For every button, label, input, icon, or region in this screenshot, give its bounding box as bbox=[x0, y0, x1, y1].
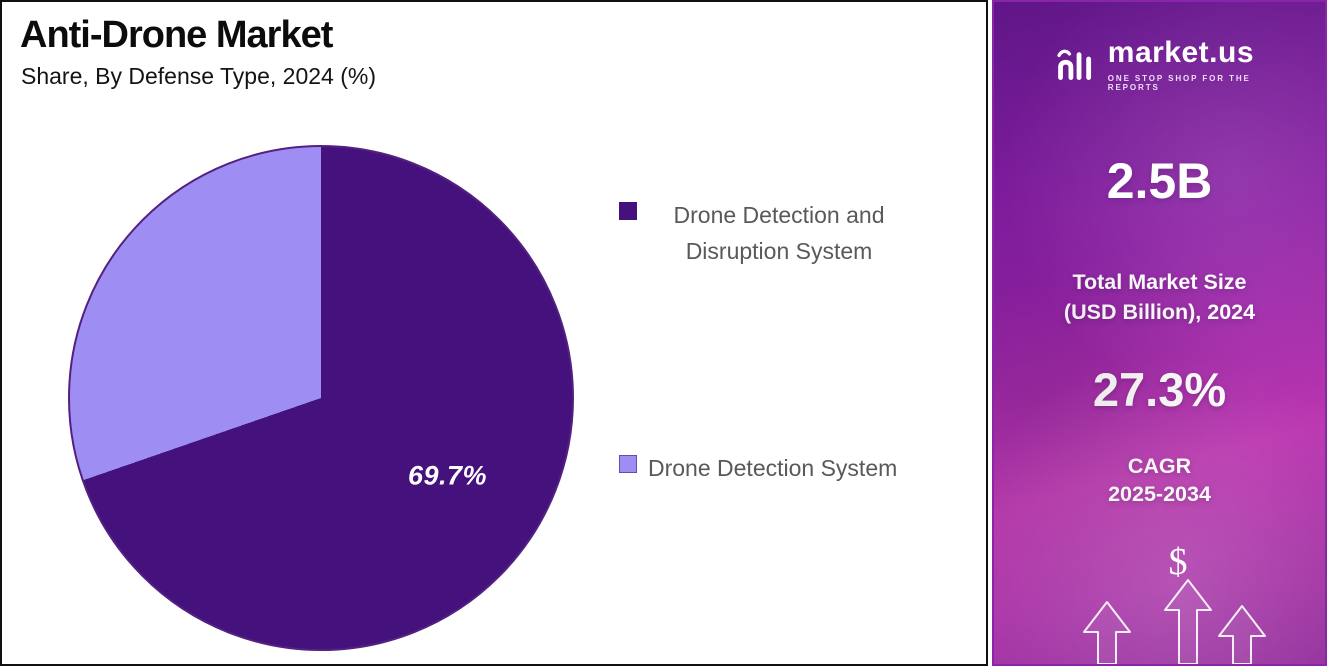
marketus-logo: market.us ONE STOP SHOP FOR THE REPORTS bbox=[1053, 38, 1265, 92]
legend-item-drone-detection-and-disruption-system: Drone Detection and Disruption System bbox=[619, 198, 910, 269]
page-title: Anti-Drone Market bbox=[20, 14, 333, 56]
cagr-label-line1: CAGR bbox=[1127, 454, 1192, 478]
total-market-size-label-line1: Total Market Size bbox=[1072, 270, 1247, 294]
cagr-value: 27.3% bbox=[1092, 363, 1227, 416]
logo-wordmark: market.us bbox=[1107, 36, 1255, 69]
pie-slice-label: 69.7% bbox=[407, 460, 488, 491]
panel-divider bbox=[988, 0, 992, 666]
legend-label: Drone Detection and Disruption System bbox=[673, 202, 885, 264]
logo-text-block: market.us ONE STOP SHOP FOR THE REPORTS bbox=[1107, 36, 1266, 93]
page-subtitle: Share, By Defense Type, 2024 (%) bbox=[21, 63, 376, 89]
chart-panel: Anti-Drone Market Share, By Defense Type… bbox=[0, 0, 988, 666]
legend-swatch-dark-purple bbox=[619, 202, 637, 220]
cagr-label: CAGR 2025-2034 bbox=[994, 452, 1325, 509]
cagr-label-line2: 2025-2034 bbox=[1108, 482, 1211, 507]
total-market-size-value: 2.5B bbox=[1106, 153, 1213, 209]
total-market-size-label: Total Market Size (USD Billion), 2024 bbox=[994, 268, 1325, 327]
pie-chart bbox=[68, 145, 574, 651]
logo-tagline: ONE STOP SHOP FOR THE REPORTS bbox=[1107, 74, 1251, 92]
total-market-size-label-line2: (USD Billion), 2024 bbox=[1063, 299, 1256, 324]
legend-item-drone-detection-system: Drone Detection System bbox=[619, 451, 897, 487]
sidebar: market.us ONE STOP SHOP FOR THE REPORTS … bbox=[992, 0, 1327, 666]
pie-chart-area: 69.7% bbox=[68, 145, 574, 651]
growth-arrows-icon: $ bbox=[1083, 541, 1266, 664]
dollar-icon: $ bbox=[1169, 541, 1188, 583]
legend-label: Drone Detection System bbox=[648, 455, 898, 481]
marketus-logo-icon bbox=[1056, 49, 1091, 80]
legend-swatch-light-purple bbox=[619, 455, 637, 473]
